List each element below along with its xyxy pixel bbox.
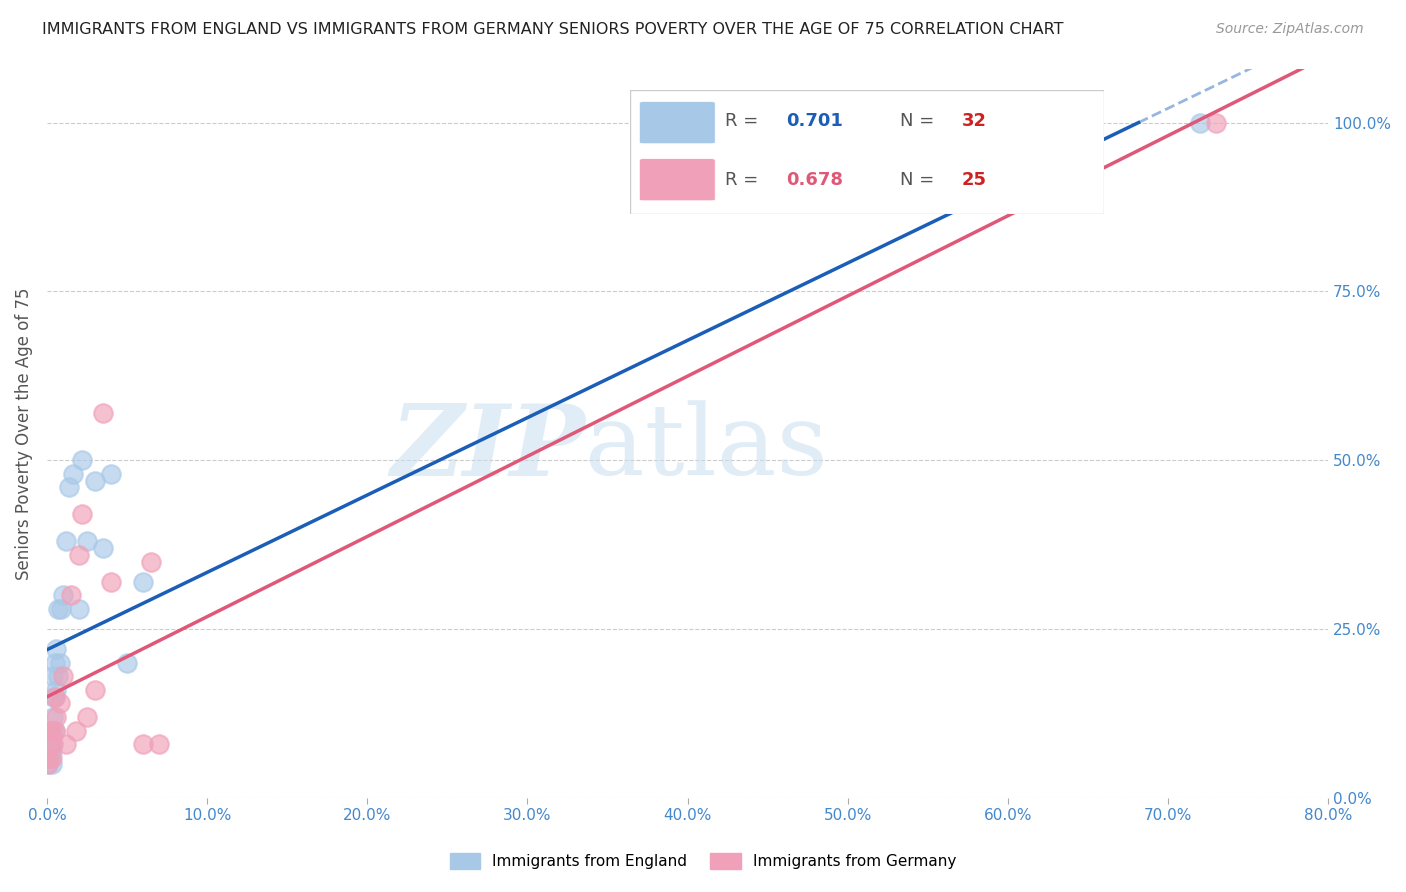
Point xyxy=(39,723,62,738)
Text: atlas: atlas xyxy=(585,400,828,496)
Point xyxy=(59,589,82,603)
Point xyxy=(46,669,69,683)
Point xyxy=(45,683,67,698)
Point xyxy=(44,690,66,704)
Point xyxy=(148,737,170,751)
Point xyxy=(84,474,107,488)
Point xyxy=(91,406,114,420)
Point xyxy=(41,757,63,772)
Point xyxy=(132,574,155,589)
Point xyxy=(67,548,90,562)
Point xyxy=(48,697,70,711)
Point xyxy=(42,737,65,751)
Point xyxy=(37,750,59,764)
Point xyxy=(45,642,67,657)
Point xyxy=(62,467,84,481)
Point xyxy=(46,602,69,616)
Point xyxy=(44,723,66,738)
Point xyxy=(51,602,73,616)
Point xyxy=(1188,115,1211,129)
Text: IMMIGRANTS FROM ENGLAND VS IMMIGRANTS FROM GERMANY SENIORS POVERTY OVER THE AGE : IMMIGRANTS FROM ENGLAND VS IMMIGRANTS FR… xyxy=(42,22,1064,37)
Point xyxy=(44,723,66,738)
Point xyxy=(37,737,59,751)
Point xyxy=(41,723,63,738)
Point xyxy=(100,467,122,481)
Point xyxy=(52,589,75,603)
Point xyxy=(67,602,90,616)
Point xyxy=(84,683,107,698)
Text: ZIP: ZIP xyxy=(389,400,585,496)
Point xyxy=(1205,115,1227,129)
Point xyxy=(42,690,65,704)
Point xyxy=(55,534,77,549)
Point xyxy=(76,710,98,724)
Point xyxy=(65,723,87,738)
Point xyxy=(39,750,62,764)
Point xyxy=(91,541,114,555)
Point xyxy=(44,690,66,704)
Point xyxy=(44,656,66,670)
Text: Source: ZipAtlas.com: Source: ZipAtlas.com xyxy=(1216,22,1364,37)
Point xyxy=(58,480,80,494)
Point xyxy=(42,710,65,724)
Point xyxy=(139,555,162,569)
Point xyxy=(52,669,75,683)
Point xyxy=(45,710,67,724)
Point xyxy=(48,656,70,670)
Point xyxy=(42,669,65,683)
Point xyxy=(55,737,77,751)
Point xyxy=(37,757,59,772)
Y-axis label: Seniors Poverty Over the Age of 75: Seniors Poverty Over the Age of 75 xyxy=(15,287,32,580)
Point xyxy=(37,757,59,772)
Point xyxy=(70,508,93,522)
Legend: Immigrants from England, Immigrants from Germany: Immigrants from England, Immigrants from… xyxy=(443,847,963,875)
Point xyxy=(39,723,62,738)
Point xyxy=(70,453,93,467)
Point xyxy=(41,737,63,751)
Point xyxy=(100,574,122,589)
Point xyxy=(41,750,63,764)
Point xyxy=(115,656,138,670)
Point xyxy=(132,737,155,751)
Point xyxy=(41,744,63,758)
Point xyxy=(76,534,98,549)
Point xyxy=(39,737,62,751)
